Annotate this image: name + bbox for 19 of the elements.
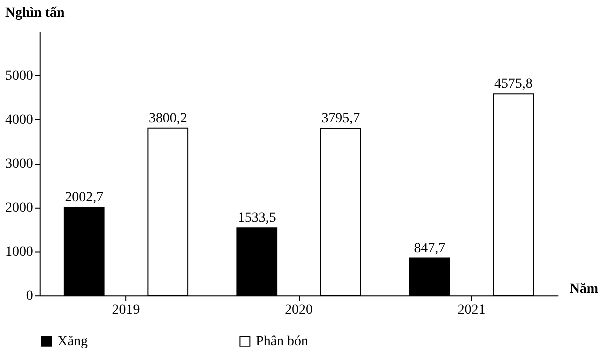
x-tick-label: 2019 (112, 303, 140, 318)
y-tick-label: 3000 (6, 157, 34, 172)
legend-label: Phân bón (256, 334, 308, 350)
x-tick-label: 2020 (285, 303, 313, 318)
data-label: 4575,8 (494, 77, 533, 92)
data-label: 847,7 (414, 241, 446, 256)
data-label: 1533,5 (238, 211, 276, 226)
data-label: 2002,7 (65, 190, 104, 206)
y-tick-label: 0 (26, 289, 34, 304)
y-tick-label: 4000 (6, 113, 34, 128)
data-label: 3795,7 (322, 112, 360, 127)
legend-label: Xăng (58, 334, 88, 350)
data-label: 3800,2 (148, 111, 188, 126)
y-axis-title: Nghìn tấn (5, 6, 65, 22)
y-tick-label: 2000 (6, 201, 34, 216)
x-tick-label: 2021 (458, 303, 486, 318)
y-tick-label: 1000 (6, 245, 34, 260)
x-axis-title: Năm (570, 282, 599, 298)
y-tick-label: 5000 (6, 68, 34, 84)
